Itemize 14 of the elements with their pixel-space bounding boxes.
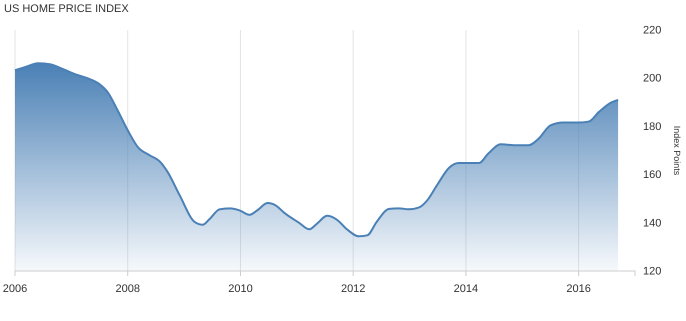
x-tick-label: 2014	[454, 283, 478, 296]
y-axis-title: Index Points	[672, 126, 682, 176]
x-tick-label: 2010	[228, 283, 253, 296]
y-tick-label: 120	[643, 266, 662, 278]
x-tick-label: 2016	[566, 283, 591, 296]
y-tick-label: 180	[643, 120, 662, 133]
x-tick-label: 2006	[2, 283, 28, 296]
x-tick-label: 2012	[340, 283, 366, 296]
x-tick-label: 2008	[115, 283, 140, 296]
y-tick-label: 160	[643, 169, 662, 182]
y-tick-label: 220	[643, 24, 662, 37]
y-tick-label: 200	[643, 72, 662, 85]
chart-title: US HOME PRICE INDEX	[4, 3, 130, 15]
y-tick-label: 140	[643, 217, 662, 230]
